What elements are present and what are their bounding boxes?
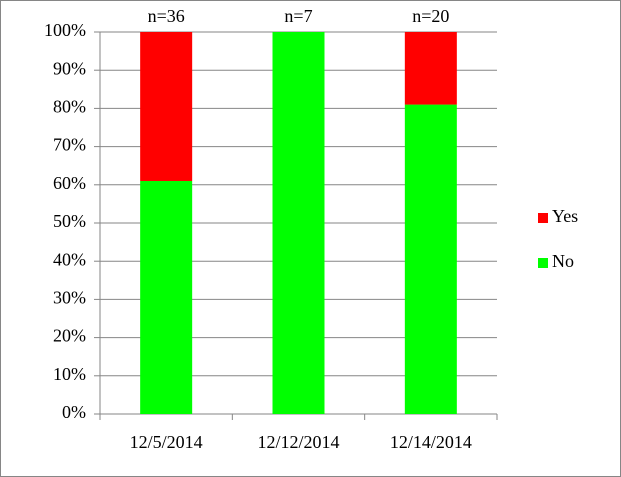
y-tick-label: 60% [53, 173, 86, 193]
y-tick-label: 0% [62, 402, 86, 422]
y-tick-label: 30% [53, 288, 86, 308]
bar-segment [404, 32, 457, 105]
annotation: n=36 [148, 6, 185, 26]
legend-swatch [538, 213, 548, 223]
y-tick-label: 20% [53, 326, 86, 346]
annotation: n=7 [284, 6, 312, 26]
bar-segment [140, 180, 193, 414]
x-tick-label: 12/14/2014 [390, 432, 472, 452]
legend-label: Yes [552, 206, 578, 226]
y-tick-label: 100% [44, 20, 86, 40]
x-tick-label: 12/12/2014 [257, 432, 339, 452]
y-tick-label: 90% [53, 58, 86, 78]
y-tick-label: 70% [53, 135, 86, 155]
bar-segment [404, 104, 457, 414]
y-tick-label: 40% [53, 249, 86, 269]
y-tick-label: 80% [53, 97, 86, 117]
legend-label: No [552, 251, 574, 271]
bar-segment [140, 32, 193, 181]
bar-segment [272, 32, 325, 414]
annotation: n=20 [412, 6, 449, 26]
x-tick-label: 12/5/2014 [130, 432, 203, 452]
y-tick-label: 10% [53, 364, 86, 384]
legend-swatch [538, 258, 548, 268]
y-tick-label: 50% [53, 211, 86, 231]
